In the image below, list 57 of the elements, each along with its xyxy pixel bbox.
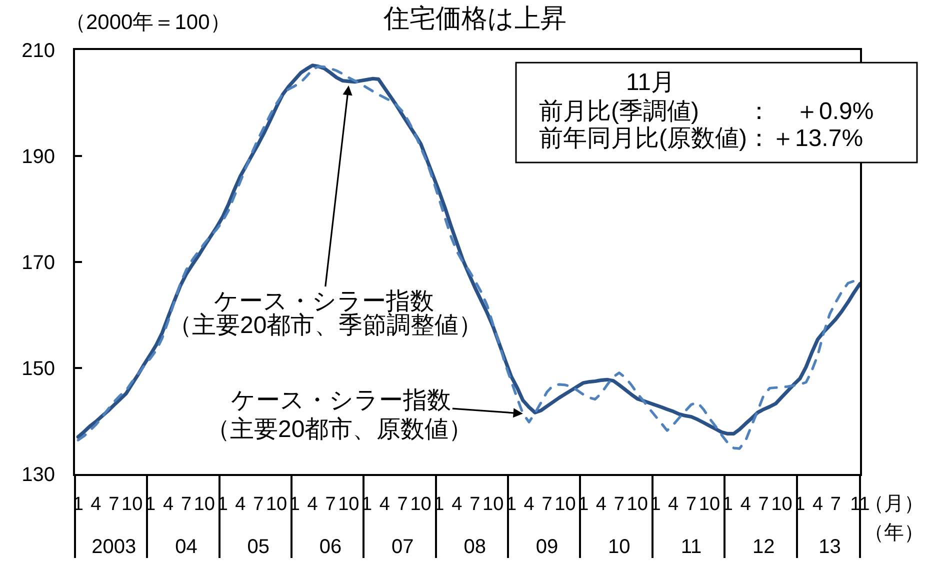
x-tick-label: 7 — [758, 494, 769, 515]
x-tick-label: 4 — [162, 494, 174, 515]
x-tick-label: 7 — [470, 494, 480, 515]
x2-tick-label: 04 — [175, 536, 198, 558]
x-tick-label: 4 — [668, 494, 679, 515]
x-tick-label: 10 — [698, 494, 720, 515]
x-tick-label: 4 — [524, 494, 535, 515]
annotation: （主要20都市、季節調整値） — [168, 312, 483, 339]
x-tick-label: 7 — [108, 494, 120, 515]
annotation: ケース・シラー指数 — [231, 387, 451, 414]
x2-axis-title: （年） — [864, 522, 924, 544]
x2-tick-label: 11 — [680, 536, 702, 558]
x-tick-label: 4 — [307, 494, 318, 515]
x2-tick-label: 10 — [608, 536, 630, 558]
x-tick-label: 4 — [596, 494, 607, 515]
x-tick-label: 7 — [325, 494, 336, 515]
x2-tick-label: 05 — [247, 536, 270, 558]
x-tick-label: 7 — [253, 494, 264, 515]
annotation: 11月 — [626, 69, 675, 96]
x2-tick-label: 2003 — [92, 536, 136, 558]
x-tick-label: 7 — [686, 494, 697, 515]
x-tick-label: 7 — [614, 494, 624, 515]
x2-tick-label: 13 — [818, 536, 841, 558]
chart-title: 住宅価格は上昇 — [382, 2, 566, 33]
y-tick-label: 210 — [22, 40, 55, 62]
x-tick-label: 10 — [122, 494, 143, 515]
annotation: 前月比(季調値) ： ＋0.9% — [539, 98, 874, 125]
x-tick-label: 10 — [771, 494, 792, 515]
x-tick-label: 7 — [180, 494, 192, 515]
annotation: （主要20都市、原数値） — [206, 416, 473, 443]
x-tick-label: 10 — [626, 494, 648, 515]
x-tick-label: 10 — [410, 494, 432, 515]
x2-tick-label: 09 — [536, 536, 558, 558]
x2-tick-label: 07 — [391, 536, 414, 558]
y-tick-label: 130 — [22, 464, 55, 486]
x-tick-label: 4 — [452, 494, 463, 515]
x2-tick-label: 06 — [319, 536, 342, 558]
x-tick-label: 10 — [266, 494, 288, 515]
x-tick-label: 10 — [338, 494, 360, 515]
y-axis-title: （2000年＝100） — [65, 11, 231, 34]
x-tick-label: 4 — [740, 494, 752, 515]
y-tick-label: 190 — [22, 146, 55, 168]
x-tick-label: 4 — [379, 494, 390, 515]
x-tick-label: 10 — [482, 494, 504, 515]
x-tick-label: 7 — [830, 494, 841, 515]
annotation: 前年同月比(原数値)：＋13.7% — [539, 125, 864, 152]
y-tick-label: 170 — [22, 252, 55, 274]
y-tick-label: 150 — [22, 358, 55, 380]
x-tick-label: 4 — [90, 494, 102, 515]
x-tick-label: 7 — [397, 494, 408, 515]
x2-tick-label: 12 — [752, 536, 775, 558]
x2-tick-label: 08 — [464, 536, 486, 558]
x-tick-label: 4 — [235, 494, 246, 515]
x-tick-label: 10 — [554, 494, 576, 515]
x-tick-label: 10 — [194, 494, 215, 515]
x-tick-label: 4 — [812, 494, 824, 515]
x-tick-label: 7 — [542, 494, 552, 515]
